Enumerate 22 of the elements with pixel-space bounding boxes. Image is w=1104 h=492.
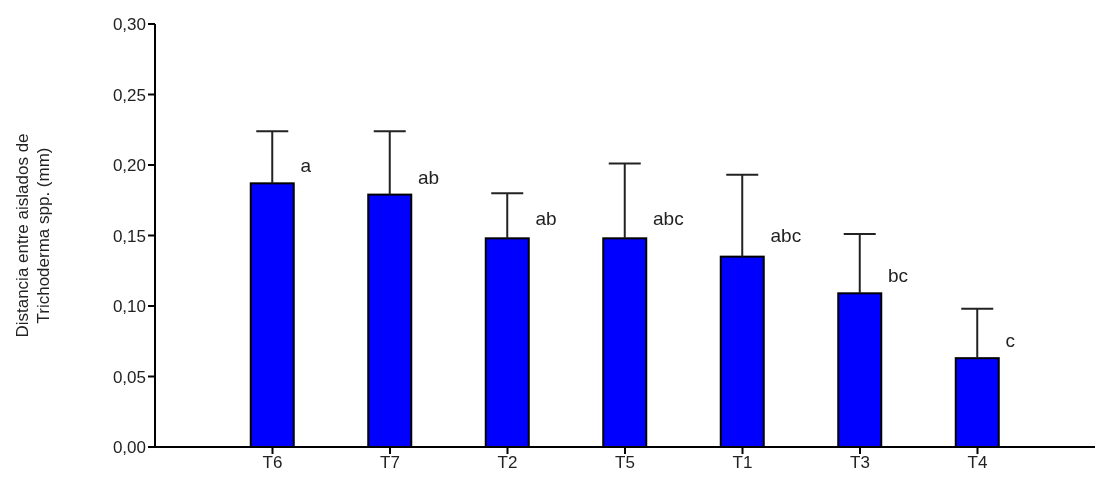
y-tick-label: 0,00 [112, 438, 146, 458]
x-tick-label: T4 [967, 453, 988, 473]
annotation: abc [770, 225, 802, 247]
annotation: a [300, 154, 312, 176]
y-tick-label: 0,30 [112, 15, 146, 35]
annotation: bc [888, 264, 909, 286]
y-tick-label: 0,10 [112, 297, 146, 317]
x-tick-label: T6 [262, 453, 283, 473]
x-tick-label: T2 [497, 453, 518, 473]
annotation: c [1005, 329, 1015, 351]
y-axis-title: Distancia entre aislados de Trichoderma spp. (mm) [13, 133, 53, 338]
annotation: abc [653, 208, 684, 230]
y-tick-label: 0,20 [112, 156, 146, 176]
x-tick-label: T1 [732, 453, 753, 473]
x-tick-label: T5 [615, 453, 635, 473]
y-tick-label: 0,05 [112, 367, 146, 387]
x-tick-label: T3 [850, 453, 870, 473]
y-tick-label: 0,15 [112, 226, 146, 246]
y-tick-label: 0,25 [112, 85, 146, 105]
annotation: ab [535, 208, 557, 230]
annotation: ab [418, 167, 440, 189]
x-tick-label: T7 [380, 453, 400, 473]
